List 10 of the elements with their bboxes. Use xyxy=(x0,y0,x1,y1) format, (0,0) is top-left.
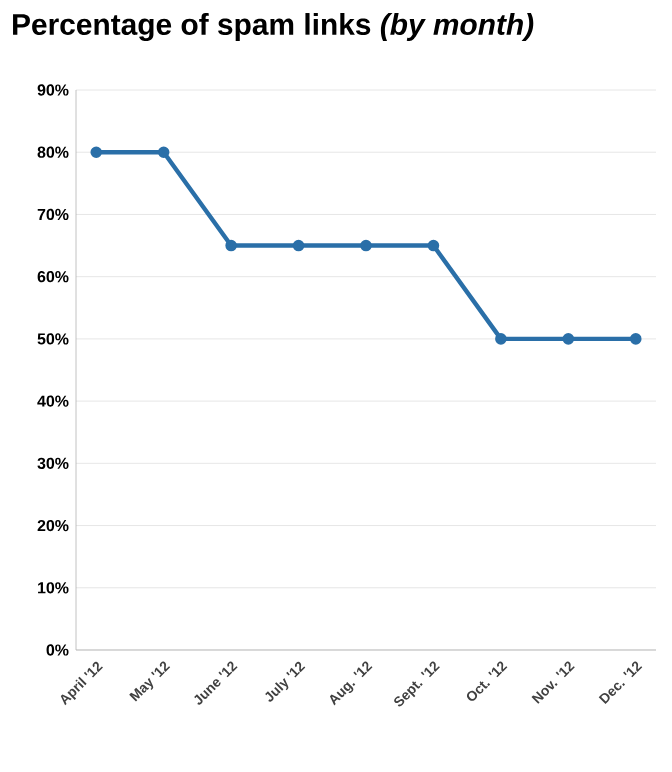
point xyxy=(562,333,575,345)
point xyxy=(90,146,103,158)
point xyxy=(427,239,440,252)
point xyxy=(157,146,170,158)
point xyxy=(360,239,372,252)
point xyxy=(495,333,507,345)
point xyxy=(225,239,237,252)
point xyxy=(629,333,642,345)
point xyxy=(292,239,305,252)
chart-title: Percentage of spam links (by month) xyxy=(13,13,534,42)
